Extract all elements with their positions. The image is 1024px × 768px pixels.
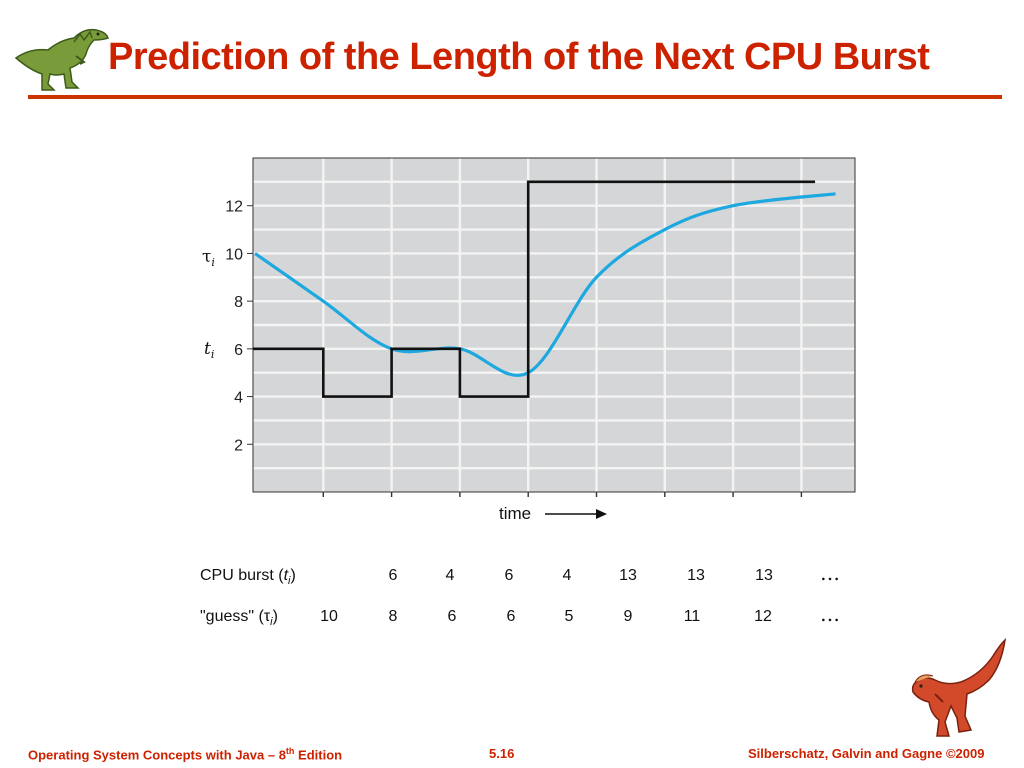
table-row-guess-label: "guess" (τi) (200, 608, 278, 628)
slide-title: Prediction of the Length of the Next CPU… (108, 36, 930, 78)
guess-label-prefix: "guess" ( (200, 608, 265, 625)
table-cell-guess: 6 (448, 608, 457, 625)
table-cell-guess: 9 (624, 608, 633, 625)
footer-left-sup: th (285, 746, 295, 756)
table-cell-guess: 6 (507, 608, 516, 625)
series-burst-line (253, 180, 816, 398)
burst-ellipsis: … (820, 561, 840, 585)
table-cell-guess: 5 (565, 608, 574, 625)
table-cell-burst: 6 (389, 567, 398, 584)
burst-label-prefix: CPU burst ( (200, 567, 284, 584)
burst-label-close: ) (290, 567, 295, 584)
y-label-tau-symbol: τ (202, 247, 211, 267)
guess-label-var: τ (264, 608, 271, 625)
y-label-t: ti (204, 339, 214, 361)
y-tick-label: 10 (225, 246, 243, 263)
series-guess-line (254, 192, 836, 377)
y-label-t-subscript: i (211, 348, 215, 361)
y-tick-label: 2 (234, 437, 243, 454)
guess-label-sub: i (270, 616, 273, 628)
table-cell-guess: 8 (389, 608, 398, 625)
y-label-tau: τi (202, 247, 215, 269)
footer-page-number: 5.16 (489, 746, 515, 761)
x-ticks (322, 492, 803, 497)
guess-ellipsis: … (820, 602, 840, 626)
grid-lines (253, 158, 855, 492)
y-tick-labels: 2 4 6 8 10 12 (225, 199, 253, 454)
table-row-burst-values: 6 4 6 4 13 13 13 (389, 567, 773, 584)
time-arrow (545, 509, 607, 519)
plot-border (252, 157, 856, 493)
y-label-tau-subscript: i (211, 256, 215, 269)
table-cell-burst: 13 (687, 567, 705, 584)
table-row-guess-values: 10 8 6 6 5 9 11 12 (320, 608, 772, 625)
y-label-t-symbol: t (204, 339, 211, 359)
footer-right: Silberschatz, Galvin and Gagne ©2009 (748, 746, 985, 761)
y-tick-label: 4 (234, 390, 243, 407)
red-dinosaur-icon (911, 637, 1007, 737)
y-tick-label: 8 (234, 294, 243, 311)
y-tick-label: 12 (225, 199, 243, 216)
footer-left-suffix: Edition (294, 747, 343, 763)
x-axis-label: time (499, 504, 531, 523)
chart-table-background (200, 515, 855, 635)
burst-label-var: t (284, 567, 289, 584)
guess-label-close: ) (273, 608, 278, 625)
footer-left: Operating System Concepts with Java – 8t… (28, 746, 342, 762)
table-cell-burst: 13 (619, 567, 637, 584)
table-cell-guess: 11 (684, 608, 701, 625)
green-dinosaur-icon (14, 28, 109, 91)
y-tick-label: 6 (234, 342, 243, 359)
table-cell-burst: 4 (563, 567, 572, 584)
burst-label-sub: i (288, 575, 291, 587)
table-row-burst-label: CPU burst (ti) (200, 567, 296, 587)
title-divider (28, 95, 1002, 99)
footer-left-prefix: Operating System Concepts with Java – 8 (28, 747, 286, 763)
table-cell-guess: 12 (754, 608, 772, 625)
table-cell-burst: 4 (446, 567, 455, 584)
table-cell-guess: 10 (320, 608, 338, 625)
table-cell-burst: 13 (755, 567, 773, 584)
table-cell-burst: 6 (505, 567, 514, 584)
